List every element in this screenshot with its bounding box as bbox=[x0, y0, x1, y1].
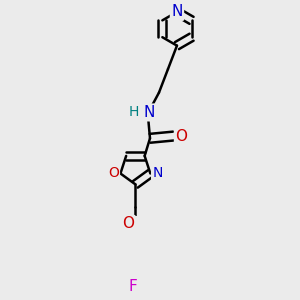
Text: N: N bbox=[152, 167, 163, 181]
Text: F: F bbox=[129, 279, 137, 294]
Text: H: H bbox=[129, 106, 140, 119]
Text: O: O bbox=[122, 216, 134, 231]
Text: N: N bbox=[143, 105, 154, 120]
Text: O: O bbox=[108, 167, 119, 181]
Text: O: O bbox=[175, 129, 187, 144]
Text: N: N bbox=[171, 4, 183, 20]
